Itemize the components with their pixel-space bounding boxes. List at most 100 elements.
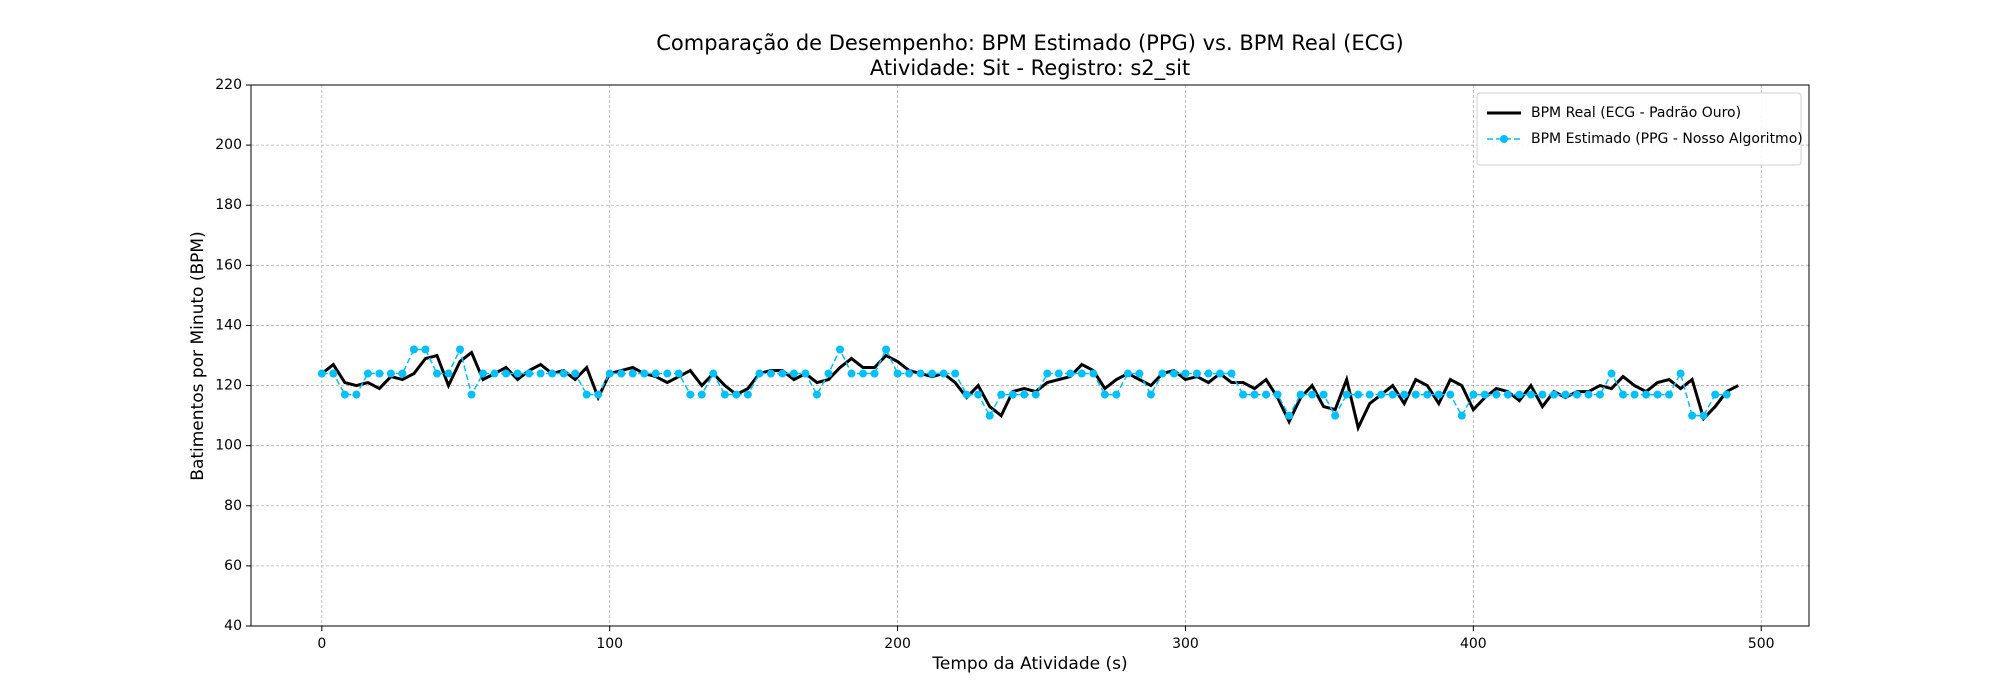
series-marker bbox=[559, 369, 568, 378]
series-marker bbox=[363, 369, 372, 378]
y-tick-label: 40 bbox=[224, 618, 242, 634]
series-line bbox=[320, 350, 1739, 433]
y-tick-label: 140 bbox=[215, 317, 242, 333]
series-marker bbox=[709, 369, 718, 378]
series-marker bbox=[1146, 390, 1155, 399]
series-marker bbox=[1619, 390, 1628, 399]
series-marker bbox=[1572, 390, 1581, 399]
series-marker bbox=[812, 390, 821, 399]
series-marker bbox=[1216, 369, 1224, 378]
x-tick-label: 300 bbox=[1172, 636, 1199, 652]
series-marker bbox=[1158, 369, 1167, 378]
series-marker bbox=[697, 390, 706, 399]
series-marker bbox=[1630, 390, 1639, 399]
series-marker bbox=[317, 369, 326, 378]
series-marker bbox=[789, 369, 798, 378]
y-tick-label: 100 bbox=[215, 438, 242, 454]
series-marker bbox=[836, 345, 844, 354]
series-marker bbox=[479, 369, 488, 378]
series-marker bbox=[1227, 369, 1236, 378]
series-marker bbox=[732, 390, 741, 399]
series-marker bbox=[1319, 390, 1328, 399]
series-marker bbox=[1549, 390, 1558, 399]
series-marker bbox=[594, 390, 603, 399]
series-marker bbox=[1354, 390, 1363, 399]
y-tick-label: 120 bbox=[215, 378, 242, 394]
series-marker bbox=[1296, 390, 1305, 399]
series-marker bbox=[1089, 369, 1098, 378]
series-marker bbox=[628, 369, 637, 378]
chart-title: Comparação de Desempenho: BPM Estimado (… bbox=[656, 31, 1404, 55]
series-marker bbox=[824, 369, 833, 378]
series-marker bbox=[1480, 390, 1489, 399]
series-marker bbox=[663, 369, 672, 378]
series-marker bbox=[640, 369, 649, 378]
series-marker bbox=[686, 390, 695, 399]
series-marker bbox=[1008, 390, 1017, 399]
series-marker bbox=[1446, 390, 1455, 399]
series-marker bbox=[444, 369, 453, 378]
series-marker bbox=[1135, 369, 1144, 378]
series-marker bbox=[548, 369, 557, 378]
x-tick-label: 0 bbox=[317, 636, 326, 652]
series-marker bbox=[997, 390, 1006, 399]
series-marker bbox=[1262, 390, 1271, 399]
y-tick-label: 160 bbox=[215, 257, 242, 273]
series-marker bbox=[778, 369, 787, 378]
series-marker bbox=[1642, 390, 1651, 399]
series-marker bbox=[1066, 369, 1075, 378]
series-marker bbox=[1607, 369, 1616, 378]
legend-box bbox=[1476, 92, 1802, 166]
series-marker bbox=[1492, 390, 1501, 399]
y-tick-label: 220 bbox=[215, 77, 242, 93]
series-marker bbox=[974, 390, 983, 399]
series-marker bbox=[1526, 390, 1535, 399]
series-marker bbox=[893, 369, 902, 378]
series-marker bbox=[375, 369, 384, 378]
series-marker bbox=[513, 369, 522, 378]
series-marker bbox=[456, 345, 464, 354]
series-marker bbox=[1584, 390, 1593, 399]
series-marker bbox=[1239, 390, 1248, 399]
series-marker bbox=[1031, 390, 1040, 399]
series-marker bbox=[1054, 369, 1063, 378]
series-marker bbox=[1181, 369, 1190, 378]
x-tick-label: 500 bbox=[1748, 636, 1775, 652]
series-marker bbox=[340, 390, 349, 399]
series-marker bbox=[801, 369, 810, 378]
series-marker bbox=[882, 345, 891, 354]
series-marker bbox=[1538, 390, 1547, 399]
series-marker bbox=[1204, 369, 1213, 378]
series-marker bbox=[525, 369, 534, 378]
series-marker bbox=[1342, 390, 1351, 399]
x-tick-label: 100 bbox=[596, 636, 623, 652]
series-marker bbox=[905, 369, 914, 378]
series-marker bbox=[1665, 390, 1674, 399]
series-marker bbox=[1400, 390, 1409, 399]
series-marker bbox=[743, 390, 752, 399]
series-marker bbox=[409, 345, 418, 354]
series-marker bbox=[870, 369, 879, 378]
series-marker bbox=[1711, 390, 1720, 399]
series-marker bbox=[1515, 390, 1524, 399]
x-tick-label: 200 bbox=[884, 636, 911, 652]
series-marker bbox=[1596, 390, 1604, 399]
series-marker bbox=[1112, 390, 1121, 399]
series-marker bbox=[1688, 411, 1697, 420]
series-marker bbox=[386, 369, 395, 378]
series-marker bbox=[1192, 369, 1201, 378]
plot-frame bbox=[250, 84, 1810, 627]
series-marker bbox=[571, 369, 580, 378]
x-tick-label: 400 bbox=[1460, 636, 1487, 652]
series-marker bbox=[755, 369, 764, 378]
series-marker bbox=[1077, 369, 1086, 378]
series-marker bbox=[467, 390, 476, 399]
series-marker bbox=[1020, 390, 1029, 399]
series-marker bbox=[502, 369, 511, 378]
series-marker bbox=[1434, 390, 1443, 399]
series-marker bbox=[1561, 390, 1570, 399]
series-marker bbox=[720, 390, 729, 399]
series-marker bbox=[962, 390, 971, 399]
series-marker bbox=[398, 369, 407, 378]
series-marker bbox=[1722, 390, 1731, 399]
